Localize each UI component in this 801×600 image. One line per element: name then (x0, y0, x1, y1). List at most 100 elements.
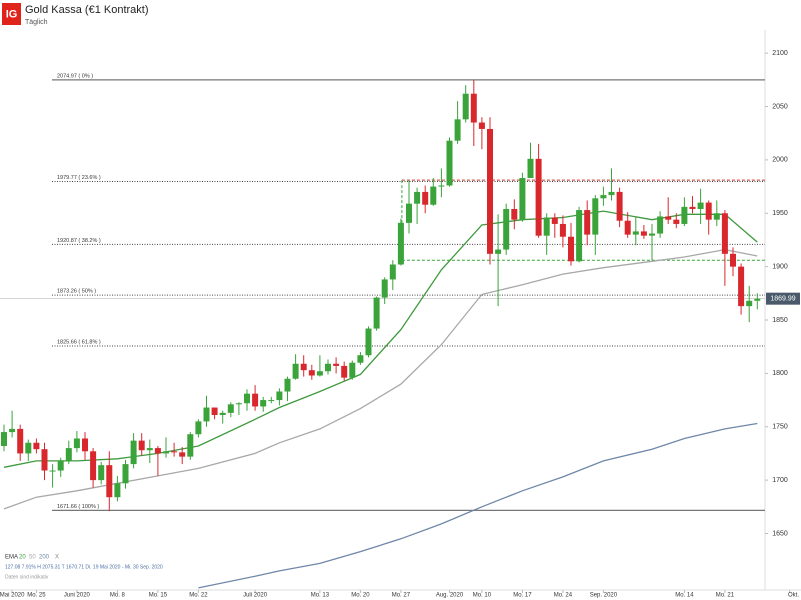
candle-body (73, 438, 80, 449)
y-tick-label: 1750 (772, 424, 788, 431)
x-tick-label: Mo. 20 (351, 593, 370, 599)
candle-body (146, 448, 153, 451)
x-tick-label: Mo. 27 (392, 593, 411, 599)
candle-body (235, 403, 242, 405)
candle-body (187, 434, 194, 457)
x-tick-label: Aug. 2020 (436, 593, 464, 599)
candle-body (551, 217, 558, 224)
candle-body (341, 365, 348, 378)
legend-label: EMA (5, 555, 18, 561)
candle-body (673, 219, 680, 224)
candle-body (730, 253, 736, 267)
y-tick-label: 1900 (772, 263, 788, 270)
fib-label: 2074.97 ( 0% ) (57, 73, 93, 79)
candle-body (284, 378, 291, 392)
candle-body (33, 442, 40, 450)
y-tick-label: 1650 (772, 530, 788, 537)
candle-body (543, 217, 550, 236)
x-tick-label: Mo. 14 (675, 593, 694, 599)
x-tick-label: Mo. 17 (513, 593, 532, 599)
y-tick-label: 2050 (772, 103, 788, 110)
candle-body (624, 220, 631, 235)
candle-body (738, 266, 745, 307)
candle-body (171, 451, 178, 453)
candle-body (9, 428, 16, 433)
ema-line (3, 248, 758, 510)
candle-body (98, 465, 105, 481)
x-tick-label: Mo. 22 (189, 593, 208, 599)
candle-body (446, 140, 453, 186)
legend-entry: 20 (19, 555, 26, 561)
candle-body (657, 216, 664, 234)
candle-body (616, 191, 623, 221)
fib-label: 1825.66 ( 61.8% ) (57, 339, 101, 345)
candle-body (316, 371, 323, 376)
legend-entry: 200 (39, 555, 50, 561)
candle-body (179, 452, 186, 457)
candle-body (527, 158, 534, 179)
candle-body (430, 186, 437, 205)
x-tick-label: Juli 2020 (243, 593, 268, 599)
candle-body (260, 400, 267, 407)
candle-body (535, 158, 542, 236)
candle-body (470, 93, 477, 123)
candle-body (276, 391, 283, 401)
x-tick-label: Sep. 2020 (590, 593, 618, 599)
candle-body (438, 185, 445, 187)
x-tick-label: Mo. 24 (554, 593, 573, 599)
candle-body (406, 203, 412, 223)
y-tick-label: 1700 (772, 477, 788, 484)
candle-body (681, 206, 688, 224)
candle-body (1, 432, 7, 446)
y-tick-label: 2100 (772, 50, 788, 57)
candle-body (349, 362, 356, 378)
candle-body (17, 428, 24, 454)
candle-body (163, 451, 169, 454)
stats: 127.08 7.91% H 2075.31 T 1670.71 Di. 19 … (5, 564, 163, 570)
y-tick-label: 1950 (772, 210, 788, 217)
candle-body (665, 216, 672, 220)
candle-body (454, 119, 461, 141)
candle-body (25, 442, 32, 454)
candle-body (138, 440, 145, 451)
candle-body (519, 178, 526, 220)
candle-body (422, 191, 429, 205)
candle-body (608, 191, 615, 196)
candle-body (649, 233, 655, 236)
x-tick-label: Okt. (788, 593, 799, 599)
ema-line (198, 422, 758, 589)
candle-body (478, 122, 485, 129)
fib-label: 1873.26 ( 50% ) (57, 289, 96, 295)
candle-body (227, 404, 234, 413)
candle-body (203, 407, 210, 422)
legend-close[interactable]: X (55, 555, 59, 561)
candle-body (252, 393, 259, 407)
candle-body (308, 370, 315, 376)
x-tick-label: Mai 2020 (0, 593, 25, 599)
legend-entry: 50 (29, 555, 36, 561)
candle-body (90, 451, 97, 481)
chart-title: Gold Kassa (€1 Kontrakt) (25, 4, 149, 16)
candle-body (333, 363, 340, 366)
candle-body (244, 393, 250, 404)
candle-body (414, 191, 421, 204)
candle-body (689, 206, 696, 209)
candle-body (559, 223, 566, 237)
candle-body (65, 448, 72, 461)
x-tick-label: Mo. 25 (27, 593, 46, 599)
candle-body (357, 355, 364, 363)
candle-body (300, 363, 307, 371)
candle-body (106, 465, 113, 498)
x-tick-label: Juni 2020 (64, 593, 91, 599)
candle-body (49, 470, 56, 472)
candle-body (57, 460, 64, 471)
last-price-label: 1869.99 (770, 296, 795, 303)
candle-body (511, 208, 518, 220)
candle-body (82, 438, 88, 452)
candle-body (721, 213, 728, 254)
fib-label: 1920.87 ( 38.2% ) (57, 238, 101, 244)
candle-body (640, 231, 647, 236)
candle-body (568, 236, 574, 262)
candle-body (130, 440, 137, 465)
